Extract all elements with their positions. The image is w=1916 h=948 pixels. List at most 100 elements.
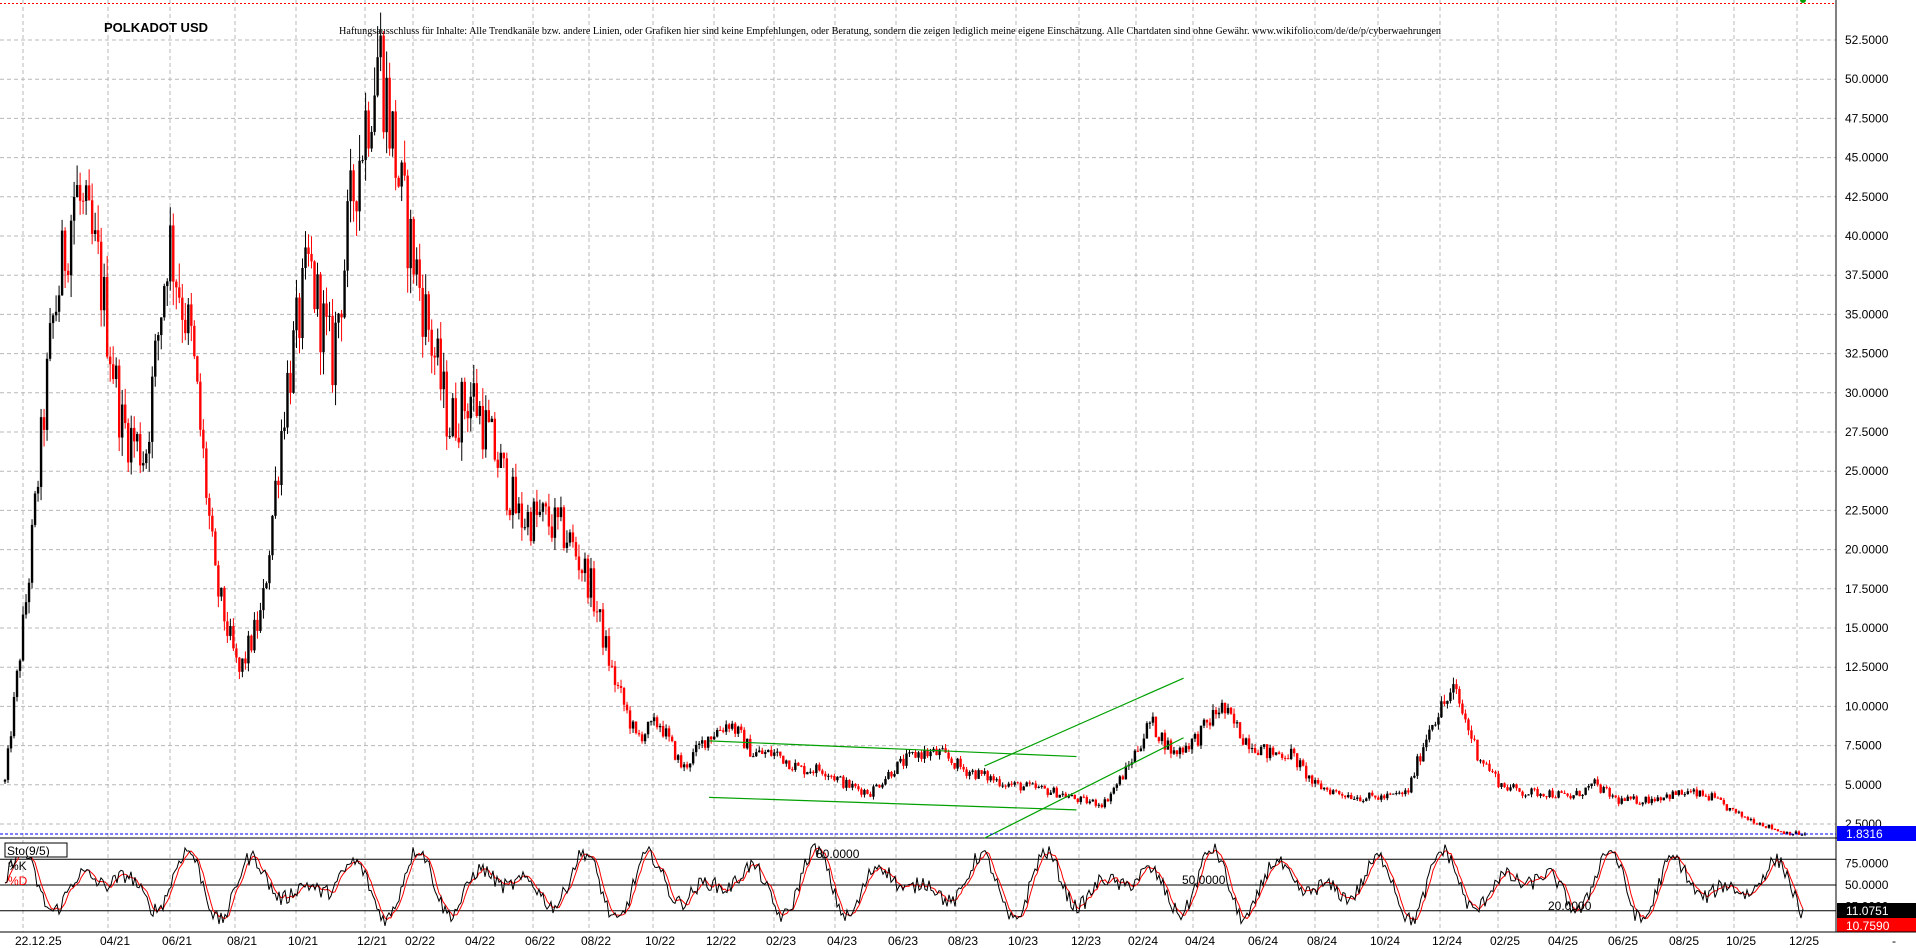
candle-body <box>472 383 475 397</box>
candle-body <box>1196 734 1200 746</box>
candle-body <box>1596 779 1599 785</box>
candle-body <box>610 665 614 667</box>
candle-body <box>1052 787 1055 793</box>
candle-body <box>857 786 860 790</box>
candle-body <box>700 740 704 744</box>
candle-body <box>1422 747 1425 762</box>
candle-body <box>367 110 370 149</box>
candle-body <box>148 441 151 454</box>
candle-body <box>355 201 358 212</box>
candle-body <box>1064 793 1067 798</box>
candle-body <box>709 736 713 740</box>
candle-body <box>1289 748 1293 759</box>
candle-body <box>1470 730 1473 739</box>
candle-body <box>538 511 542 516</box>
candle-body <box>938 749 941 756</box>
candle-body <box>1139 748 1143 751</box>
candle-body <box>1040 785 1043 787</box>
candle-body <box>562 507 566 548</box>
candle-body <box>1464 713 1467 720</box>
candle-body <box>1178 747 1182 755</box>
corner-indicator <box>1800 0 1806 3</box>
candle-body <box>1007 783 1010 787</box>
candle-body <box>214 531 217 566</box>
time-tick-label: 08/21 <box>227 934 257 948</box>
candle-body <box>1677 790 1680 795</box>
candle-body <box>1112 787 1116 794</box>
time-tick-label: 06/23 <box>888 934 918 948</box>
candle-body <box>1187 745 1191 750</box>
candle-body <box>1623 798 1626 801</box>
candle-body <box>1635 796 1638 804</box>
candle-body <box>1725 804 1729 811</box>
candle-body <box>1148 722 1152 724</box>
candle-body <box>836 776 839 781</box>
candle-body <box>1494 771 1497 774</box>
scroll-marker[interactable]: - <box>1892 934 1896 948</box>
candle-body <box>1365 798 1368 801</box>
candle-body <box>544 503 548 507</box>
time-tick-label: 02/23 <box>766 934 796 948</box>
candle-body <box>1115 784 1119 788</box>
candle-body <box>196 356 199 382</box>
candle-body <box>770 749 773 756</box>
candle-body <box>992 776 995 781</box>
candle-body <box>457 437 460 443</box>
candle-body <box>1572 795 1575 799</box>
candle-body <box>1602 787 1605 793</box>
candle-body <box>1611 795 1614 797</box>
candle-body <box>1476 739 1479 761</box>
candle-body <box>776 751 779 753</box>
indicator-label-box[interactable] <box>4 842 68 858</box>
candle-body <box>1049 792 1052 795</box>
candle-body <box>1247 738 1251 750</box>
candle-body <box>1085 797 1089 804</box>
candle-body <box>154 340 157 377</box>
candle-body <box>803 766 806 775</box>
candle-body <box>809 771 812 773</box>
candle-body <box>286 372 289 428</box>
trendline <box>984 737 1184 839</box>
candle-body <box>1764 826 1768 828</box>
time-tick-label: 02/25 <box>1490 934 1520 948</box>
candle-body <box>277 480 280 486</box>
candle-body <box>1758 823 1762 825</box>
candle-body <box>151 376 154 442</box>
candle-body <box>1728 808 1732 811</box>
candle-body <box>1013 782 1016 785</box>
candle-body <box>1527 794 1530 796</box>
time-tick-label: 12/24 <box>1432 934 1462 948</box>
candle-body <box>1217 712 1221 715</box>
candle-body <box>679 755 683 768</box>
candle-body <box>1509 787 1512 791</box>
candle-body <box>1118 776 1122 785</box>
level-80-label: 80.0000 <box>816 847 860 861</box>
candle-body <box>1283 757 1287 759</box>
candle-body <box>499 452 503 468</box>
candle-body <box>568 532 572 543</box>
candle-body <box>442 371 445 390</box>
time-tick-label: 12/23 <box>1071 934 1101 948</box>
candle-body <box>1359 797 1362 802</box>
candle-body <box>1620 798 1623 804</box>
candle-body <box>640 734 644 742</box>
candle-body <box>1539 793 1542 796</box>
candle-body <box>1740 811 1744 817</box>
stochastic-tick-label: 75.0000 <box>1845 857 1889 871</box>
candle-body <box>133 427 136 442</box>
candle-body <box>208 497 211 516</box>
candle-body <box>1010 783 1013 785</box>
candle-body <box>108 356 112 365</box>
candle-body <box>1280 753 1284 758</box>
time-tick-label: 10/22 <box>645 934 675 948</box>
candle-body <box>90 200 94 234</box>
price-tick-label: 15.0000 <box>1845 621 1889 635</box>
candle-body <box>1392 793 1395 795</box>
candle-body <box>556 507 560 518</box>
candle-body <box>595 611 599 613</box>
candle-body <box>830 775 833 777</box>
candle-body <box>577 556 581 571</box>
candle-body <box>1371 792 1374 796</box>
candle-body <box>1512 784 1515 788</box>
candle-body <box>1124 766 1128 780</box>
